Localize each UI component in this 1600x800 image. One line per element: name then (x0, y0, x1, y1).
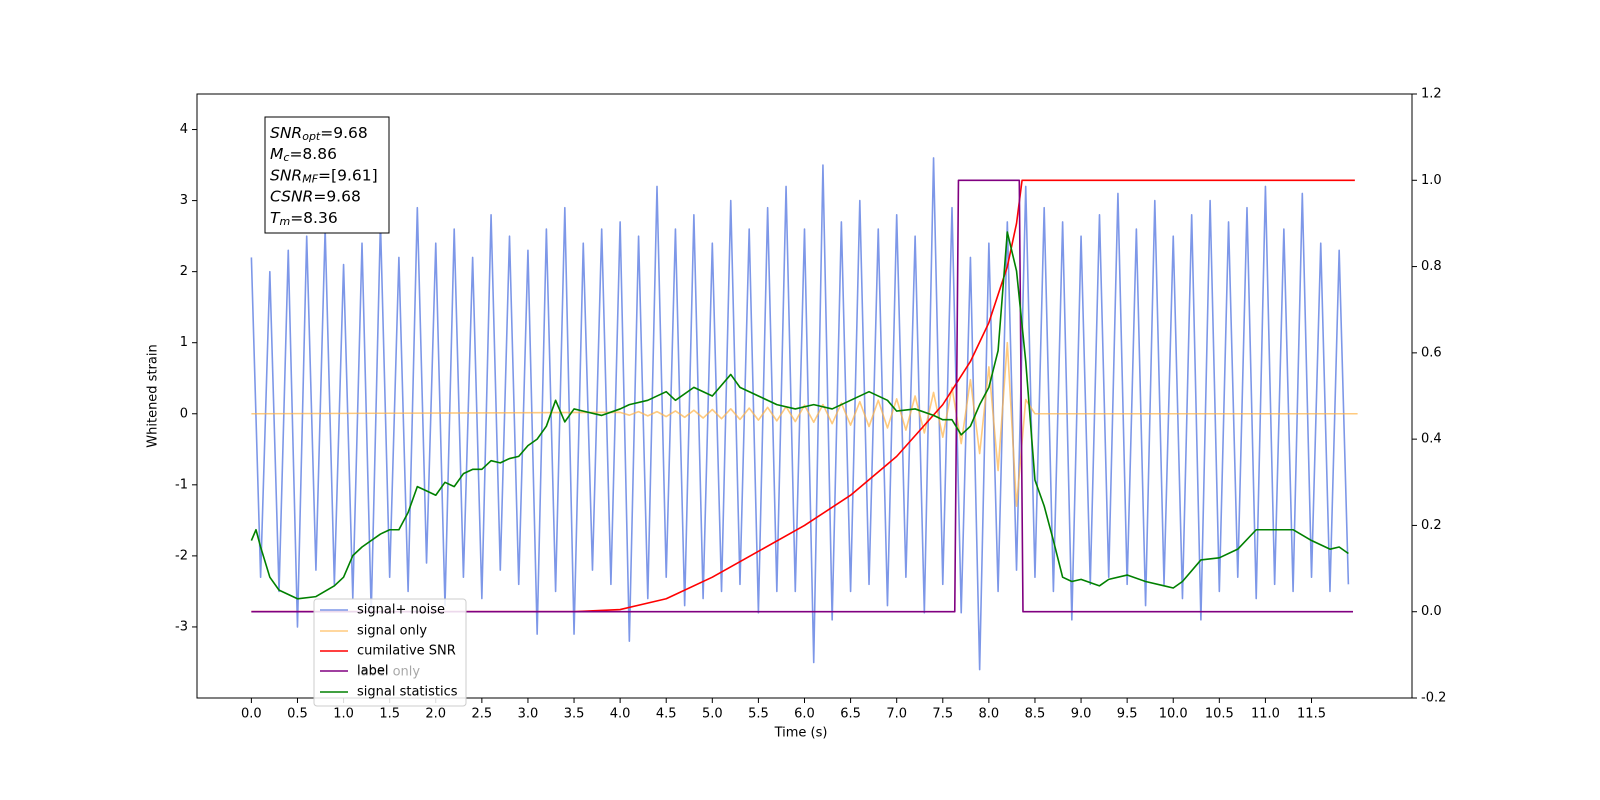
x-tick-label: 9.5 (1117, 707, 1138, 722)
x-tick-label: 1.5 (379, 707, 400, 722)
annotation-value: =8.36 (290, 208, 338, 226)
legend: signal+ noise signal only cumilative SNR la… (313, 598, 467, 707)
annotation-value: =9.68 (320, 124, 368, 142)
x-tick-label: 7.5 (932, 707, 953, 722)
x-tick-label: 0.5 (287, 707, 308, 722)
x-tick-label: 6.0 (794, 707, 815, 722)
x-tick-label: 4.5 (656, 707, 677, 722)
legend-label: label (357, 664, 388, 679)
y2-tick-label: 0.0 (1421, 604, 1442, 619)
legend-label: signal+ noise (357, 603, 445, 618)
legend-label: cumilative SNR (357, 644, 456, 659)
annotation-symbol: CSNR (270, 187, 313, 205)
x-tick-label: 5.0 (702, 707, 723, 722)
y2-tick-label: 1.2 (1421, 87, 1442, 102)
x-tick-label: 6.5 (840, 707, 861, 722)
annotation-frame (264, 116, 390, 234)
y2-tick-label: -0.2 (1421, 691, 1446, 706)
x-tick-label: 2.0 (425, 707, 446, 722)
y2-tick-label: 1.0 (1421, 173, 1442, 188)
x-tick-label: 7.0 (886, 707, 907, 722)
annotation-subscript: opt (302, 130, 321, 143)
series-line (251, 179, 1355, 613)
y-tick-label: 4 (180, 122, 188, 137)
x-axis-title: Time (s) (774, 726, 828, 741)
x-tick-label: 10.5 (1205, 707, 1234, 722)
series-line (250, 157, 1350, 671)
annotation-text: Tm=8.36 (270, 208, 338, 228)
annotation-symbol: SNR (270, 124, 302, 142)
annotation-subscript: MF (302, 172, 318, 185)
x-tick-label: 11.0 (1251, 707, 1280, 722)
y-tick-label: 3 (180, 193, 188, 208)
series-line (251, 341, 1358, 507)
annotation-symbol: SNR (270, 166, 302, 184)
y-tick-label: -3 (175, 619, 188, 634)
y-axis-title: Whitened strain (146, 344, 161, 447)
x-tick-label: 5.5 (748, 707, 769, 722)
x-tick-label: 2.5 (472, 707, 493, 722)
y-tick-label: -2 (175, 548, 188, 563)
y2-tick-label: 0.6 (1421, 345, 1442, 360)
annotation-subscript: m (279, 215, 290, 228)
x-tick-label: 11.5 (1297, 707, 1326, 722)
series-line (250, 231, 1349, 600)
x-tick-label: 4.0 (610, 707, 631, 722)
y2-tick-label: 0.4 (1421, 432, 1442, 447)
y-tick-label: 1 (180, 335, 188, 350)
annotation-subscript: c (283, 151, 289, 164)
x-tick-label: 3.0 (518, 707, 539, 722)
annotation-text: SNRMF=[9.61] (270, 166, 378, 186)
x-tick-label: 3.5 (564, 707, 585, 722)
x-tick-label: 8.0 (979, 707, 1000, 722)
legend-frame (313, 598, 467, 707)
y2-tick-label: 0.2 (1421, 518, 1442, 533)
y-tick-label: -1 (175, 477, 188, 492)
x-tick-label: 10.0 (1159, 707, 1188, 722)
x-tick-label: 9.0 (1071, 707, 1092, 722)
annotation-value: =[9.61] (318, 166, 378, 184)
annotation-symbol: M (270, 145, 283, 163)
annotation-text: SNRopt=9.68 (270, 124, 368, 144)
annotation-text: Mc=8.86 (270, 145, 337, 165)
annotation-text: CSNR=9.68 (270, 187, 361, 205)
x-tick-label: 1.0 (333, 707, 354, 722)
annotation-value: =9.68 (313, 187, 361, 205)
annotation-value: =8.86 (289, 145, 337, 163)
legend-label: signal statistics (357, 685, 458, 700)
annotation-box: SNRopt=9.68Mc=8.86SNRMF=[9.61]CSNR=9.68T… (264, 116, 390, 234)
x-tick-label: 0.0 (241, 707, 262, 722)
annotation-symbol: T (270, 208, 281, 226)
x-tick-label: 8.5 (1025, 707, 1046, 722)
y-tick-label: 2 (180, 264, 188, 279)
legend-label-hidden: label only (357, 665, 420, 680)
y-tick-label: 0 (180, 406, 188, 421)
plot-area (250, 157, 1358, 671)
series-line (251, 179, 1353, 613)
y2-tick-label: 0.8 (1421, 259, 1442, 274)
legend-label: signal only (357, 624, 427, 639)
